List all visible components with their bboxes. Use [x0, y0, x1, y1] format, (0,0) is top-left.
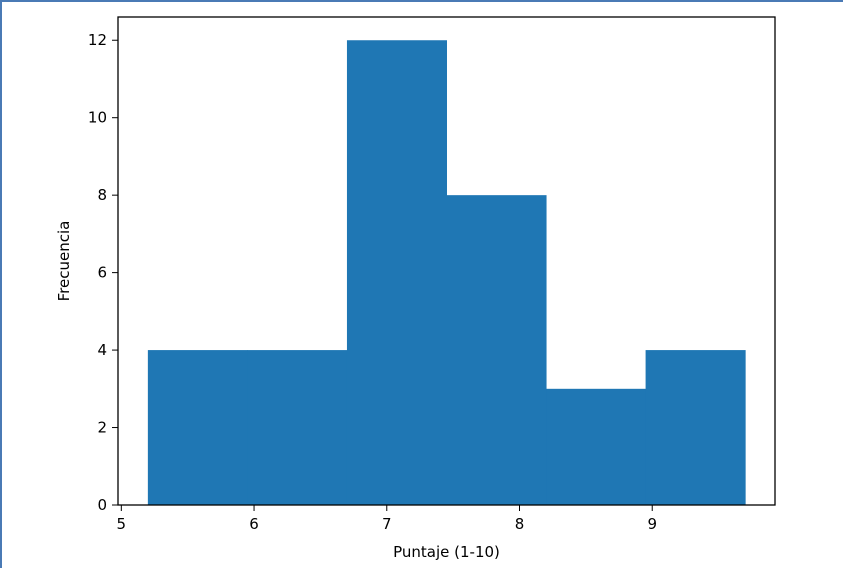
x-axis-ticks: 5 6 7 8 9 [117, 505, 657, 533]
axes-frame [117, 16, 776, 506]
y-tick-label: 4 [97, 341, 107, 359]
x-tick-label: 8 [515, 515, 525, 533]
histogram-bar-1 [147, 350, 248, 505]
histogram-bars [147, 40, 746, 505]
y-tick-label: 2 [97, 419, 107, 437]
x-axis-label: Puntaje (1-10) [393, 543, 500, 561]
x-tick-label: 7 [382, 515, 392, 533]
histogram-bar-2 [247, 350, 348, 505]
y-tick-label: 0 [97, 496, 107, 514]
x-tick-label: 9 [647, 515, 657, 533]
histogram-bar-6 [645, 350, 746, 505]
y-tick-label: 6 [97, 264, 107, 282]
y-tick-label: 10 [88, 109, 107, 127]
histogram-bar-4 [446, 195, 547, 505]
y-axis-ticks: 0 2 4 6 8 10 12 [88, 31, 118, 514]
y-tick-label: 8 [97, 186, 107, 204]
histogram-bar-5 [546, 388, 647, 505]
histogram-bar-3 [346, 40, 447, 505]
x-tick-label: 5 [117, 515, 127, 533]
y-tick-label: 12 [88, 31, 107, 49]
x-tick-label: 6 [249, 515, 259, 533]
y-axis-label: Frecuencia [55, 221, 73, 302]
